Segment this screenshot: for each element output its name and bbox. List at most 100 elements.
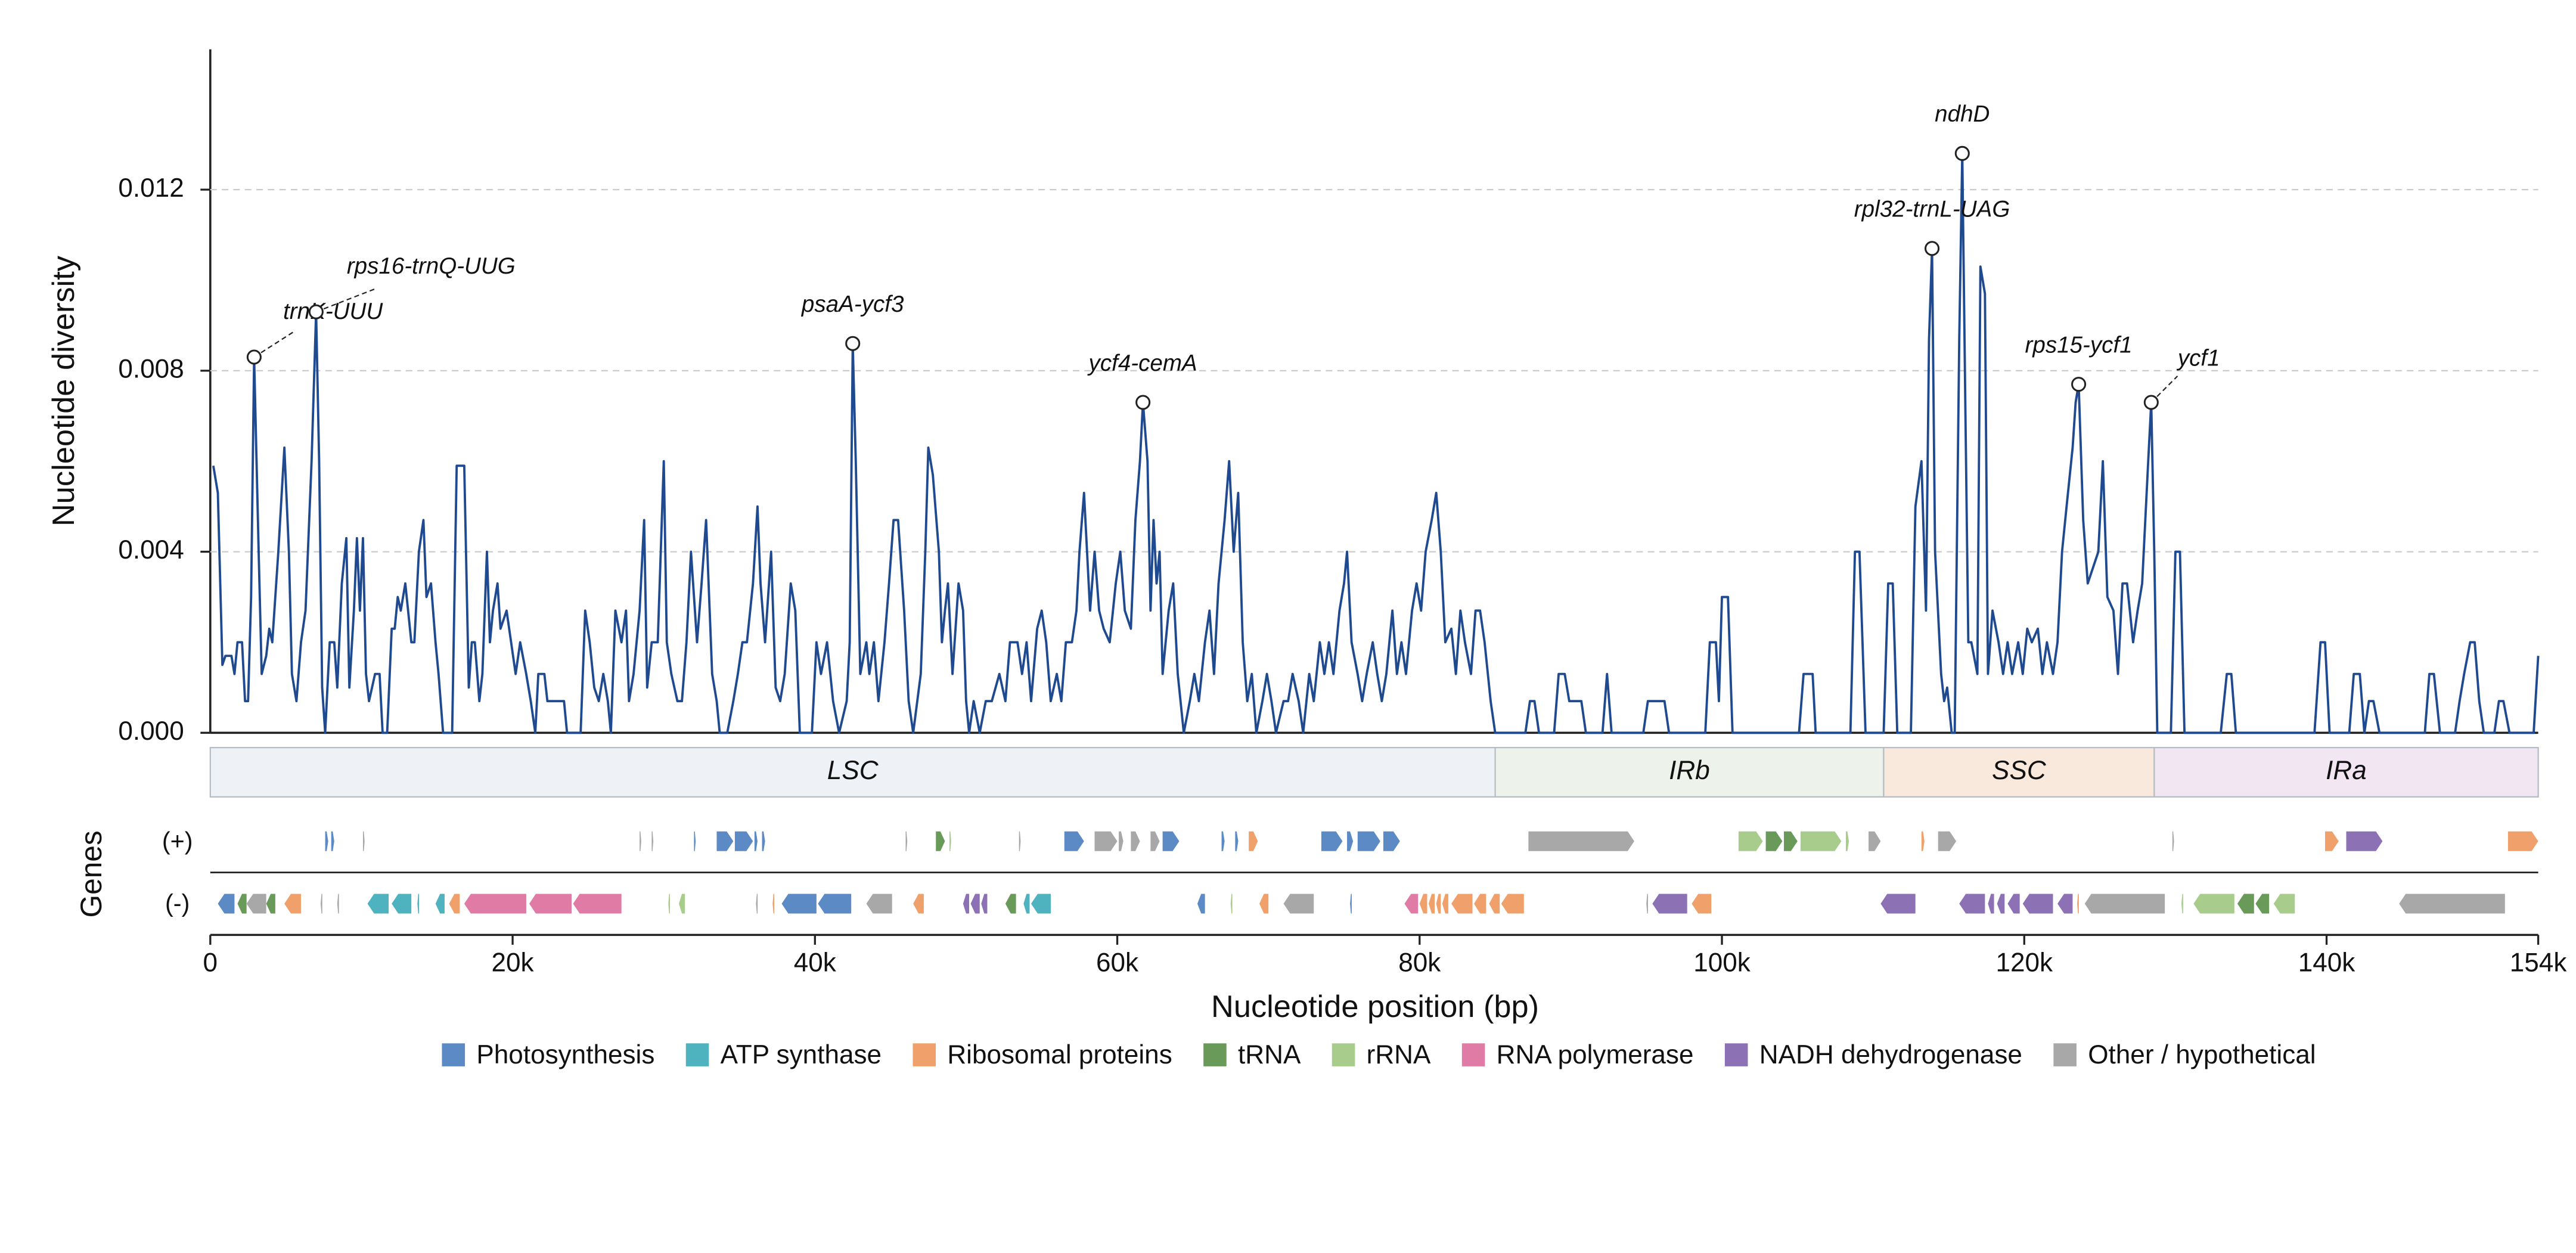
peak-marker xyxy=(308,304,324,320)
gene xyxy=(2255,894,2270,914)
annotation-label: ycf1 xyxy=(2176,346,2220,371)
gene xyxy=(2273,894,2295,914)
gene xyxy=(1988,894,1994,914)
legend-swatch xyxy=(1461,1043,1485,1066)
gene xyxy=(362,831,365,851)
y-tick-label: 0.004 xyxy=(118,535,184,565)
gene xyxy=(1119,831,1123,851)
gene xyxy=(573,894,622,914)
gene xyxy=(449,894,460,914)
gene xyxy=(781,894,817,914)
gene xyxy=(2172,831,2174,851)
gene xyxy=(936,831,945,851)
gene xyxy=(2346,831,2383,851)
legend-label: RNA polymerase xyxy=(1497,1040,1694,1069)
region-label: IRa xyxy=(2326,756,2367,785)
gene xyxy=(734,831,753,851)
legend-label: tRNA xyxy=(1238,1040,1301,1069)
gene xyxy=(1094,831,1118,851)
annotation-label: trnK-UUU xyxy=(283,299,383,324)
gene xyxy=(1357,831,1380,851)
legend-swatch xyxy=(1724,1043,1748,1066)
gene xyxy=(1938,831,1957,851)
x-tick-label: 60k xyxy=(1096,948,1139,978)
gene xyxy=(2237,894,2254,914)
x-tick-label: 100k xyxy=(1693,948,1751,978)
legend-swatch xyxy=(1203,1043,1227,1066)
region-label: LSC xyxy=(827,756,879,785)
gene xyxy=(529,894,572,914)
legend-swatch xyxy=(1332,1043,1355,1066)
peak-marker xyxy=(1135,395,1151,410)
gene xyxy=(464,894,526,914)
gene xyxy=(1959,894,1985,914)
gene xyxy=(772,894,775,914)
gene xyxy=(1131,831,1140,851)
gene xyxy=(367,894,389,914)
gene xyxy=(320,894,322,914)
x-tick-label: 120k xyxy=(1995,948,2053,978)
gene xyxy=(417,894,420,914)
gene xyxy=(2007,894,2020,914)
y-tick-label: 0.008 xyxy=(118,354,184,383)
gene xyxy=(913,894,924,914)
gene xyxy=(1321,831,1343,851)
gene xyxy=(1921,831,1925,851)
gene xyxy=(1489,894,1500,914)
gene xyxy=(2084,894,2165,914)
gene xyxy=(1019,831,1021,851)
gene xyxy=(1259,894,1269,914)
gene xyxy=(668,894,671,914)
gene xyxy=(246,894,266,914)
legend-label: Other / hypothetical xyxy=(2088,1040,2316,1069)
gene xyxy=(1005,894,1016,914)
region xyxy=(1883,747,2155,798)
gene xyxy=(1800,831,1842,851)
peak-marker xyxy=(1925,241,1940,256)
gene xyxy=(1738,831,1763,851)
gene xyxy=(1880,894,1916,914)
gene xyxy=(694,831,696,851)
gene xyxy=(1023,894,1030,914)
gene xyxy=(1869,831,1881,851)
x-axis-label: Nucleotide position (bp) xyxy=(1211,990,1539,1024)
legend-swatch xyxy=(913,1043,936,1066)
gene xyxy=(337,894,339,914)
peak-marker xyxy=(246,349,262,365)
annotation-label: psaA-ycf3 xyxy=(801,291,904,317)
gene xyxy=(1197,894,1205,914)
gene xyxy=(1383,831,1400,851)
gene xyxy=(284,894,302,914)
gene xyxy=(2193,894,2234,914)
gene xyxy=(1501,894,1524,914)
peak-marker xyxy=(2071,377,2087,392)
annotation-leader xyxy=(2150,376,2178,403)
peak-marker xyxy=(1954,145,1970,161)
y-tick-label: 0.000 xyxy=(118,717,184,746)
gene xyxy=(640,831,641,851)
diversity-line xyxy=(212,152,2540,734)
gene xyxy=(2399,894,2505,914)
gene xyxy=(1784,831,1798,851)
gene xyxy=(2022,894,2053,914)
gene xyxy=(1221,831,1225,851)
gene xyxy=(2057,894,2073,914)
gene xyxy=(237,894,247,914)
gene xyxy=(1230,894,1233,914)
x-tick-label: 0 xyxy=(203,948,218,978)
gene xyxy=(1652,894,1687,914)
peak-marker xyxy=(2143,395,2159,410)
x-tick-label: 20k xyxy=(492,948,535,978)
region-label: SSC xyxy=(1992,756,2047,785)
gene xyxy=(435,894,445,914)
legend-label: ATP synthase xyxy=(721,1040,882,1069)
gene xyxy=(905,831,908,851)
gene xyxy=(1235,831,1239,851)
gene xyxy=(1474,894,1486,914)
region xyxy=(2153,747,2539,798)
annotation-label: ndhD xyxy=(1935,101,1990,127)
gene xyxy=(1064,831,1084,851)
gene xyxy=(1997,894,2005,914)
gene xyxy=(266,894,275,914)
gene xyxy=(2507,831,2538,851)
